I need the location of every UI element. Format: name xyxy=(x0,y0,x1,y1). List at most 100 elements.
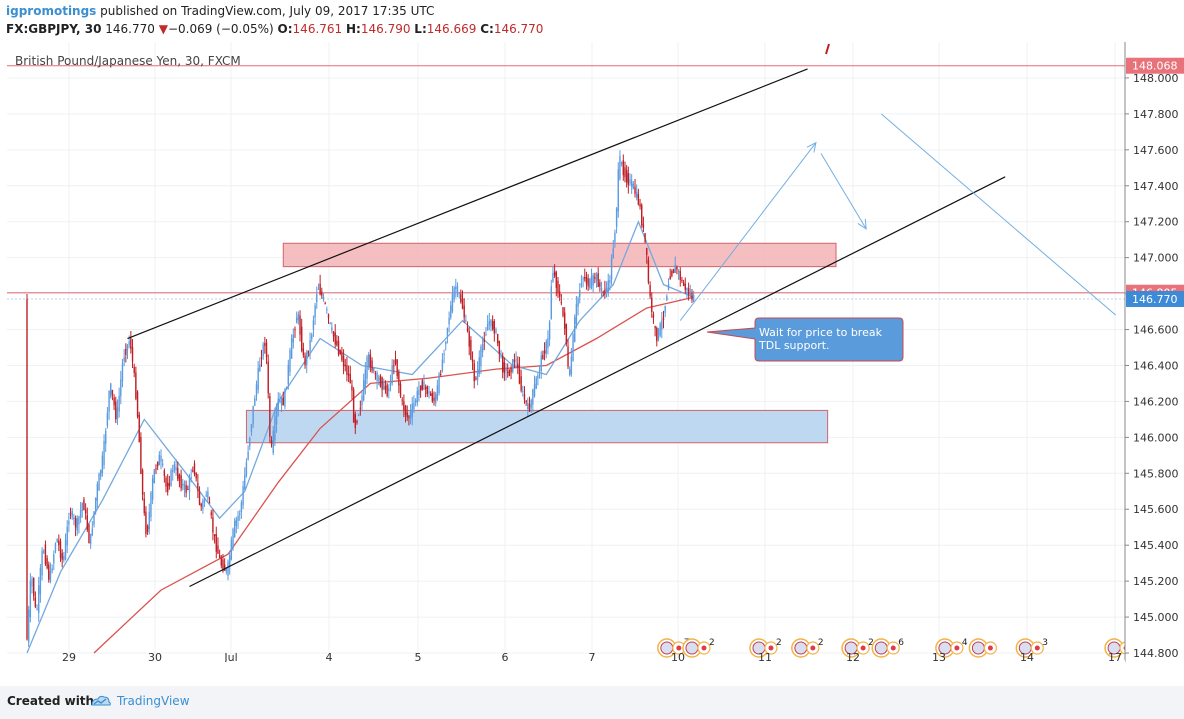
time-axis-bg xyxy=(7,660,1125,662)
candle-body xyxy=(604,289,606,294)
candle-body xyxy=(590,276,593,289)
candle-body xyxy=(545,341,547,354)
candle-body xyxy=(56,539,58,543)
tradingview-link[interactable]: TradingView xyxy=(117,694,190,708)
price-tick-label: 147.600 xyxy=(1133,144,1179,157)
event-dot-center xyxy=(810,645,816,651)
candle-body xyxy=(574,317,576,342)
candle-body xyxy=(93,511,95,526)
candle-body xyxy=(399,383,402,397)
open-value: 146.761 xyxy=(292,22,343,36)
candle-body xyxy=(210,512,212,515)
candle-body xyxy=(141,470,144,495)
time-tick-label: 29 xyxy=(62,651,76,662)
candle-body xyxy=(290,338,293,359)
candle-body xyxy=(294,329,296,331)
candle-body xyxy=(183,483,186,490)
symbol-name[interactable]: FX:GBPJPY, 30 xyxy=(6,22,102,36)
candle-body xyxy=(163,470,166,477)
candle-body xyxy=(96,483,99,501)
candle-body xyxy=(394,359,397,365)
candle-body xyxy=(346,365,348,375)
candle-body xyxy=(532,389,534,405)
symbol-line: FX:GBPJPY, 30 146.770 ▼−0.069 (−0.05%) O… xyxy=(6,22,543,36)
candle-body xyxy=(352,389,355,423)
candle-body xyxy=(537,375,539,379)
time-tick-label: 11 xyxy=(758,651,772,662)
high-label: H: xyxy=(346,22,361,36)
price-tick-label: 146.400 xyxy=(1133,359,1179,372)
author-link[interactable]: igpromotings xyxy=(6,4,97,18)
time-tick-label: Jul xyxy=(223,651,237,662)
candle-body xyxy=(548,321,551,340)
open-label: O: xyxy=(277,22,293,36)
candle-body xyxy=(642,224,645,229)
price-tick-label: 146.000 xyxy=(1133,431,1179,444)
candle-body xyxy=(269,395,271,437)
candle-body xyxy=(572,334,574,361)
candle-body xyxy=(619,156,621,180)
candle-body xyxy=(158,454,161,466)
candle-body xyxy=(38,585,40,613)
support-zone xyxy=(245,409,829,444)
channel-lower-trendline xyxy=(189,176,1006,588)
candle-body xyxy=(197,482,199,491)
candle-body xyxy=(203,498,206,502)
candle-body xyxy=(528,403,531,412)
chart-frame[interactable]: Wait for price to break TDL support. Briti… xyxy=(7,42,1184,664)
price-tick-label: 145.800 xyxy=(1133,467,1179,480)
price-tick-label: 146.200 xyxy=(1133,395,1179,408)
candle-body xyxy=(661,320,663,330)
candle-body xyxy=(610,258,613,280)
candle-body xyxy=(101,455,104,474)
time-tick-label: 17 xyxy=(1108,651,1122,662)
candle-body xyxy=(652,314,655,318)
candle-body xyxy=(666,295,668,301)
candle-body xyxy=(485,333,487,335)
candle-body xyxy=(480,346,482,367)
candle-body xyxy=(324,303,326,305)
candle-body xyxy=(282,397,284,406)
candle-body xyxy=(88,524,90,544)
candle-body xyxy=(245,462,248,476)
candle-body xyxy=(692,294,695,302)
candle-body xyxy=(115,401,117,420)
candle-body xyxy=(557,280,559,294)
candle-body xyxy=(254,398,256,406)
candle-body xyxy=(535,377,537,390)
candle-body xyxy=(373,368,375,372)
candle-body xyxy=(676,266,678,270)
candle-body xyxy=(418,389,420,396)
candle-body xyxy=(594,277,596,279)
candle-body xyxy=(173,464,176,471)
candle-body xyxy=(587,278,589,287)
candle-body xyxy=(299,315,301,335)
candle-body xyxy=(476,369,479,380)
candle-body xyxy=(391,365,393,384)
candle-body xyxy=(543,350,546,354)
candle-body xyxy=(301,326,303,351)
candle-body xyxy=(589,278,591,289)
candle-body xyxy=(456,286,459,293)
candle-body xyxy=(393,365,395,367)
time-tick-label: 7 xyxy=(589,651,596,662)
candle-body xyxy=(259,364,261,372)
candle-body xyxy=(522,390,524,392)
candle-body xyxy=(312,320,315,330)
candle-body xyxy=(647,259,650,283)
candle-body xyxy=(98,473,100,491)
candle-body xyxy=(349,374,351,384)
candle-body xyxy=(441,359,444,371)
chart-header: igpromotings published on TradingView.co… xyxy=(0,0,1184,40)
candle-body xyxy=(182,483,184,486)
candle-body xyxy=(277,398,279,411)
candle-body xyxy=(656,327,658,342)
candle-body xyxy=(63,555,65,561)
event-dot-center xyxy=(860,645,866,651)
candle-body xyxy=(306,352,308,365)
candle-body xyxy=(424,387,427,389)
candle-body xyxy=(249,437,251,447)
candle-body xyxy=(579,290,581,298)
candle-body xyxy=(555,272,557,288)
